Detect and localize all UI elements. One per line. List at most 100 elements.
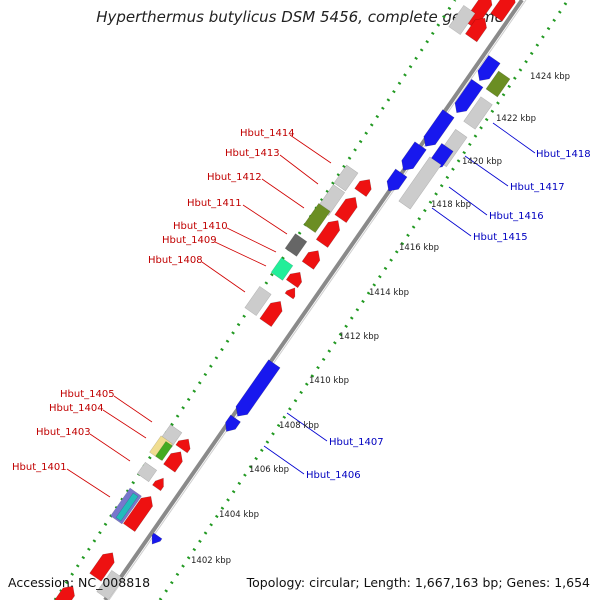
gene-1408s <box>284 287 296 300</box>
gene-label-hbut_1416: Hbut_1416 <box>489 211 544 222</box>
gene-1413r <box>334 197 358 224</box>
gene-labels: Hbut_1414 Hbut_1413 Hbut_1412 Hbut_1411 Hbut… <box>12 128 591 481</box>
leader-hbut_1416 <box>448 186 488 216</box>
tick-label-1: 1404 kbp <box>219 510 259 520</box>
gene-label-hbut_1408: Hbut_1408 <box>148 255 203 266</box>
gene-1403 <box>136 461 158 483</box>
leader-hbut_1409 <box>214 241 267 267</box>
gene-1411r <box>315 220 341 248</box>
gene-top-d <box>465 17 487 43</box>
gene-bottom-b <box>96 569 124 600</box>
leader-hbut_1401 <box>66 468 111 498</box>
gene-bottom-a-shape <box>89 552 115 582</box>
leader-hbut_1410 <box>226 227 277 253</box>
genome-title: Hyperthermus butylicus DSM 5456, complet… <box>96 8 504 26</box>
gene-label-hbut_1411: Hbut_1411 <box>187 198 242 209</box>
inner-dotted-line <box>158 0 570 600</box>
gene-small-rev-shape <box>151 532 163 545</box>
gene-label-hbut_1403: Hbut_1403 <box>36 427 91 438</box>
leader-hbut_1406 <box>263 445 305 475</box>
gene-1410 <box>284 233 308 257</box>
gene-olive-r <box>485 70 511 98</box>
tick-label-3: 1408 kbp <box>279 421 319 431</box>
tick-label-4: 1410 kbp <box>309 376 349 386</box>
tick-label-10: 1422 kbp <box>496 114 536 124</box>
gene-1414 <box>333 164 359 192</box>
leader-hbut_1411 <box>242 204 288 235</box>
gene-1403-shape <box>136 461 158 483</box>
tick-labels: 1402 kbp 1404 kbp 1406 kbp 1408 kbp 1410 kbp… <box>191 72 570 566</box>
gene-1409r <box>285 271 302 289</box>
gene-olive-r-shape <box>485 70 511 98</box>
leader-hbut_1405 <box>113 395 153 423</box>
tick-label-5: 1412 kbp <box>339 332 379 342</box>
gene-1404r-shape <box>163 451 183 473</box>
gene-top-d-shape <box>465 17 487 43</box>
leader-hbut_1408 <box>201 261 246 293</box>
gene-1405r-shape <box>175 438 191 454</box>
tick-label-0: 1402 kbp <box>191 556 231 566</box>
gene-1414r <box>354 179 372 197</box>
gene-1409-shape <box>270 257 294 281</box>
gene-rev-1417a-shape <box>454 78 484 114</box>
gene-label-hbut_1404: Hbut_1404 <box>49 403 104 414</box>
gene-1410r-shape <box>301 250 321 270</box>
gene-rev-1417b-shape <box>423 109 455 147</box>
gene-1408s-shape <box>284 287 296 300</box>
gene-rev-1416-shape <box>401 141 427 171</box>
tick-label-6: 1414 kbp <box>369 288 409 298</box>
leader-hbut_1418 <box>492 122 536 154</box>
gene-1408 <box>244 285 272 317</box>
gene-1408-shape <box>244 285 272 317</box>
gene-label-hbut_1407: Hbut_1407 <box>329 437 384 448</box>
gene-grey-r1-shape <box>463 96 493 130</box>
gene-label-hbut_1414: Hbut_1414 <box>240 128 295 139</box>
gene-label-hbut_1409: Hbut_1409 <box>162 235 217 246</box>
leader-hbut_1417 <box>464 155 509 187</box>
gene-1406-shape <box>225 414 241 432</box>
leader-hbut_1415 <box>431 207 472 237</box>
gene-grey-r1 <box>463 96 493 130</box>
gene-1409 <box>270 257 294 281</box>
leader-hbut_1414 <box>289 134 332 164</box>
gene-1401b <box>115 492 139 522</box>
leader-hbut_1407 <box>286 412 328 442</box>
gene-bottom-b-shape <box>96 569 124 600</box>
gene-1413r-shape <box>334 197 358 224</box>
gene-rev-1418 <box>477 54 501 81</box>
gene-1407 <box>235 359 281 417</box>
gene-label-hbut_1415: Hbut_1415 <box>473 232 528 243</box>
leader-hbut_1413 <box>279 154 319 185</box>
gene-small-rev <box>151 532 163 545</box>
gene-1407-shape <box>235 359 281 417</box>
gene-1403r-shape <box>152 477 164 492</box>
label-leaders <box>66 122 536 498</box>
gene-bottom-c <box>53 585 75 600</box>
gene-features <box>53 0 516 600</box>
gene-1404r <box>163 451 183 473</box>
gene-label-hbut_1406: Hbut_1406 <box>306 470 361 481</box>
gene-1401b-shape <box>115 492 139 522</box>
gene-rev-1415 <box>386 168 408 192</box>
gene-rev-1417a <box>454 78 484 114</box>
gene-rev-1415-shape <box>386 168 408 192</box>
leader-hbut_1404 <box>102 409 147 439</box>
gene-label-hbut_1417: Hbut_1417 <box>510 182 565 193</box>
gene-rev-1416 <box>401 141 427 171</box>
tick-label-8: 1418 kbp <box>431 200 471 210</box>
gene-1404b-shape <box>155 440 173 462</box>
gene-bottom-a <box>89 552 115 582</box>
gene-top-c <box>490 0 516 22</box>
gene-1408r <box>259 301 283 328</box>
gene-bottom-c-shape <box>53 585 75 600</box>
gene-label-hbut_1410: Hbut_1410 <box>173 221 228 232</box>
gene-1408r-shape <box>259 301 283 328</box>
gene-label-hbut_1418: Hbut_1418 <box>536 149 591 160</box>
gene-rev-1417b <box>423 109 455 147</box>
gene-1401r <box>123 496 153 532</box>
topology-text: Topology: circular; Length: 1,667,163 bp… <box>246 575 590 590</box>
tick-label-11: 1424 kbp <box>530 72 570 82</box>
gene-1403r <box>152 477 164 492</box>
gene-1404b <box>155 440 173 462</box>
